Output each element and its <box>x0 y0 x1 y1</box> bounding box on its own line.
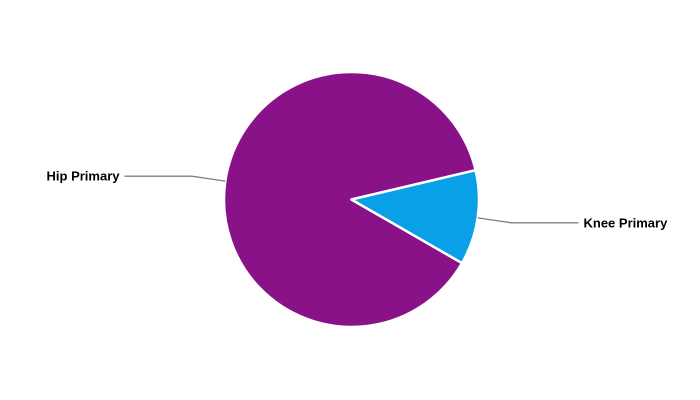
leader-line-hip-primary <box>124 175 226 182</box>
pie-slice-hip-primary[interactable] <box>222 70 477 329</box>
slice-label-hip-primary: Hip Primary <box>47 169 121 184</box>
slice-label-knee-primary: Knee Primary <box>584 215 669 230</box>
pie-slice-knee-primary[interactable] <box>350 168 481 265</box>
leader-line-knee-primary <box>477 217 579 224</box>
